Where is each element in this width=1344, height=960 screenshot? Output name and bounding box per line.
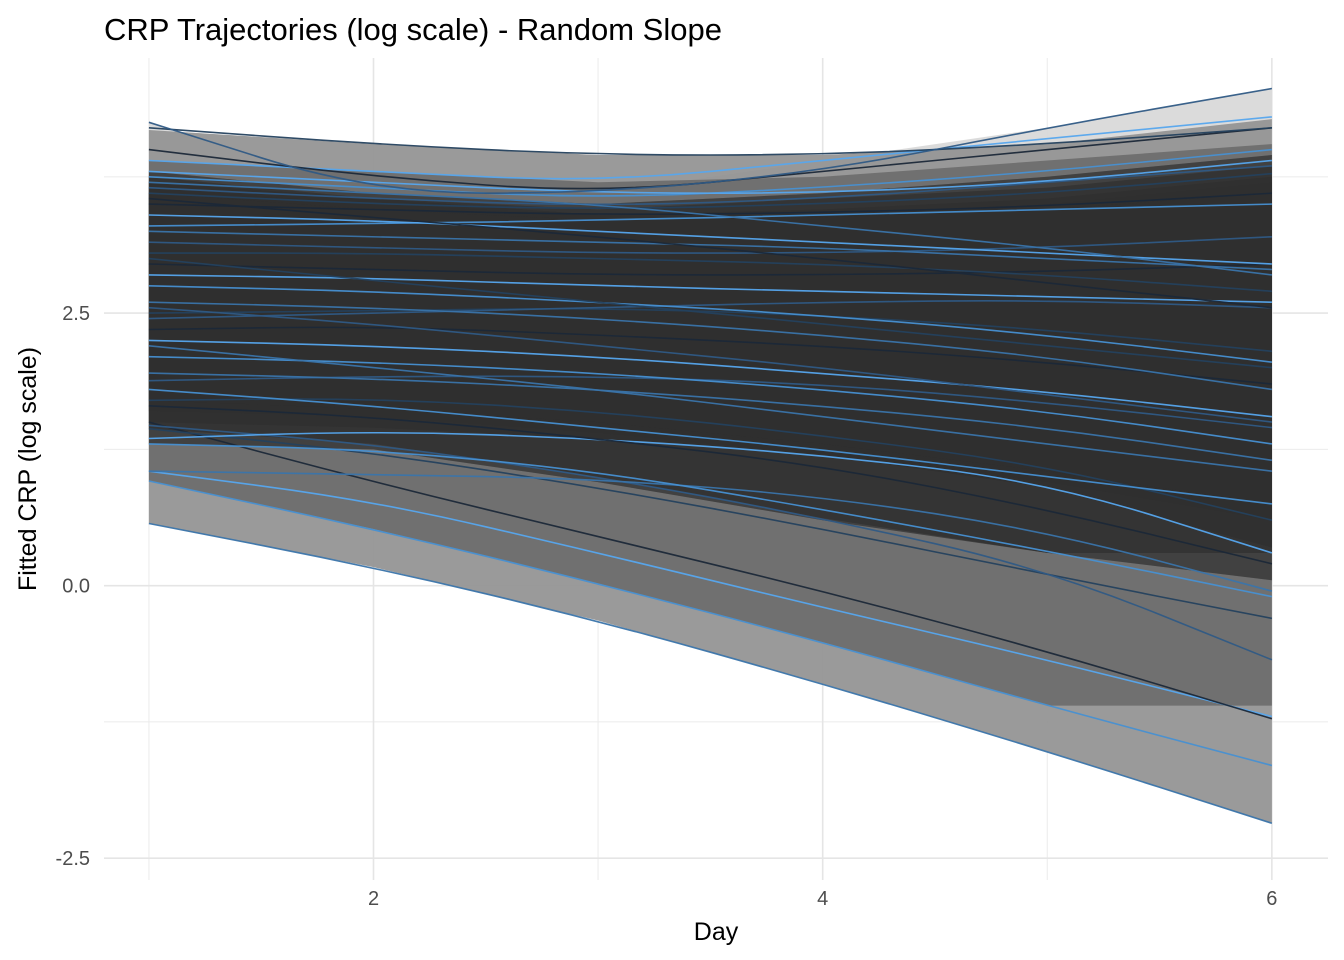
x-tick-label: 6 <box>1266 888 1277 910</box>
series-lines <box>148 87 1273 825</box>
series-line <box>148 421 1273 720</box>
series-line <box>148 116 1272 180</box>
series-line <box>148 252 1272 293</box>
series-line <box>148 274 1272 303</box>
x-tick-label: 2 <box>368 888 379 910</box>
series-line <box>148 285 1272 363</box>
series-line <box>148 388 1272 505</box>
series-line <box>148 405 1273 565</box>
series-line <box>148 372 1273 462</box>
series-line <box>148 236 1272 254</box>
series-line <box>148 301 1273 391</box>
series-line <box>148 308 1272 353</box>
series-line <box>148 431 1273 554</box>
x-axis-ticks: 2 4 6 <box>368 888 1277 910</box>
series-line <box>148 480 1273 767</box>
series-line <box>148 214 1272 265</box>
plot-area <box>148 87 1273 825</box>
x-axis-title: Day <box>694 918 739 946</box>
y-tick-label: -2.5 <box>56 848 90 870</box>
chart-title: CRP Trajectories (log scale) - Random Sl… <box>104 12 722 47</box>
y-tick-label: 0.0 <box>62 576 90 598</box>
series-line <box>148 203 1272 227</box>
series-line <box>148 148 1272 197</box>
series-line <box>148 230 1272 271</box>
series-line <box>148 87 1273 195</box>
y-axis-ticks: -2.5 0.0 2.5 <box>56 303 90 870</box>
series-line <box>148 306 1272 423</box>
y-tick-label: 2.5 <box>62 303 90 325</box>
series-line <box>148 427 1273 620</box>
series-line <box>148 165 1272 206</box>
series-line <box>148 197 1272 309</box>
series-line <box>148 355 1273 445</box>
y-axis-title: Fitted CRP (log scale) <box>14 347 42 591</box>
series-line <box>148 326 1272 385</box>
series-line <box>148 522 1273 825</box>
series-line <box>148 375 1272 429</box>
series-line <box>148 257 1272 369</box>
series-line <box>148 345 1272 472</box>
series-line <box>148 159 1272 195</box>
series-line <box>148 398 1273 521</box>
series-line <box>148 127 1272 156</box>
series-line <box>148 470 1273 592</box>
series-line <box>148 192 1272 216</box>
series-line <box>148 172 1272 209</box>
series-line <box>148 470 1273 718</box>
x-tick-label: 4 <box>817 888 828 910</box>
series-line <box>148 443 1273 598</box>
series-line <box>148 181 1272 276</box>
